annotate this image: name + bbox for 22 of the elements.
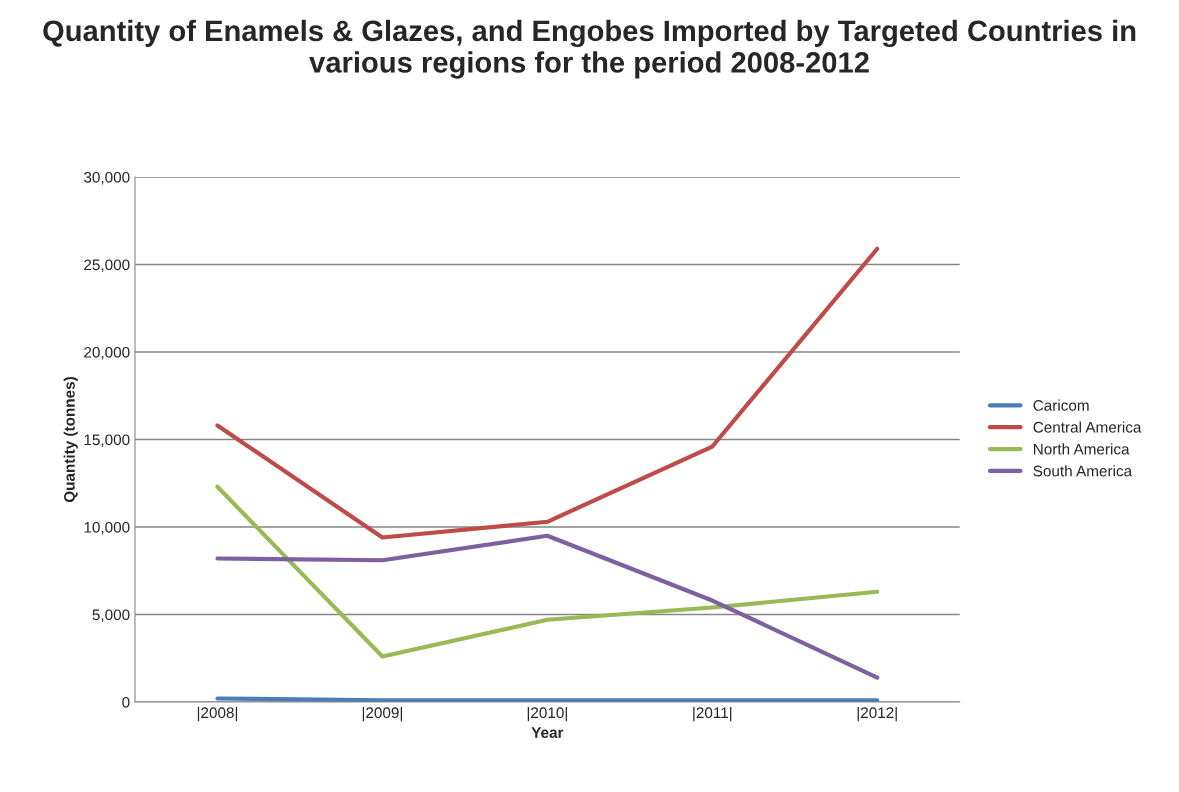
line-series: [215, 484, 880, 659]
chart-title: Quantity of Enamels & Glazes, and Engobes Imported by Targeted Countries in various regions for the period 2008-2012: [43, 19, 1136, 79]
y-tick-label: 10,000: [84, 521, 130, 535]
legend-label: North America: [1033, 443, 1130, 455]
x-tick-label: |2011|: [693, 706, 732, 722]
x-tick-label: |2010|: [527, 706, 567, 722]
y-tick-label: 30,000: [83, 171, 130, 185]
y-tick-label: 0: [122, 696, 130, 708]
line-series: [215, 533, 880, 680]
y-axis-title: Quantity (tonnes): [63, 377, 78, 503]
y-tick-label: 15,000: [84, 434, 130, 448]
x-tick-label: |2012|: [857, 706, 897, 722]
line-series: [215, 246, 880, 540]
legend-label: Central America: [1033, 421, 1142, 433]
x-tick-label: |2009|: [362, 706, 403, 722]
legend-label: Caricom: [1033, 399, 1089, 411]
y-tick-label: 20,000: [84, 346, 130, 360]
y-tick-label: 5,000: [92, 609, 130, 623]
x-tick-label: |2008|: [197, 706, 238, 722]
x-axis-title: Year: [531, 727, 564, 738]
y-tick-label: 25,000: [84, 259, 130, 273]
legend-label: South America: [1033, 465, 1133, 477]
